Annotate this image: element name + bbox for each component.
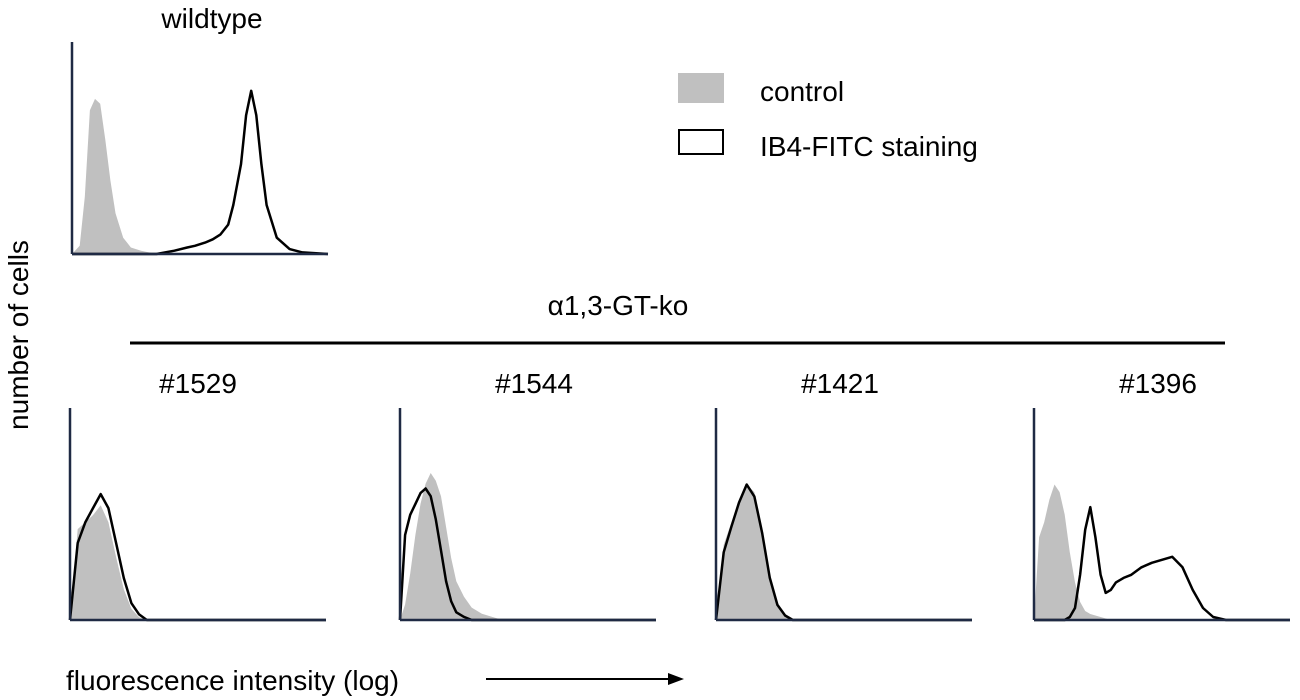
panel-title-1421: #1421	[801, 368, 879, 399]
panel-title-1544: #1544	[495, 368, 573, 399]
legend-stain-swatch	[678, 129, 724, 155]
control-histogram	[716, 484, 972, 620]
histogram-panel-1529	[68, 408, 326, 622]
legend: control IB4-FITC staining	[678, 73, 978, 162]
histogram-panel-wildtype	[70, 42, 329, 256]
control-histogram	[70, 505, 326, 620]
panel-title-1529: #1529	[159, 368, 237, 399]
group-label: α1,3-GT-ko	[548, 290, 689, 321]
legend-control-swatch	[678, 73, 724, 103]
histogram-panel-1421	[714, 408, 972, 622]
control-histogram	[72, 98, 328, 255]
panel-title-1396: #1396	[1119, 368, 1197, 399]
y-axis-label: number of cells	[3, 240, 34, 430]
x-axis-arrow	[486, 673, 684, 685]
histogram-panel-1544	[398, 408, 656, 622]
legend-control-label: control	[760, 76, 844, 107]
control-histogram	[400, 473, 656, 620]
x-axis-label: fluorescence intensity (log)	[66, 665, 399, 696]
panel-title-wildtype: wildtype	[160, 3, 262, 34]
control-histogram	[1034, 484, 1290, 620]
legend-stain-label: IB4-FITC staining	[760, 131, 978, 162]
histogram-panel-1396	[1032, 408, 1290, 622]
